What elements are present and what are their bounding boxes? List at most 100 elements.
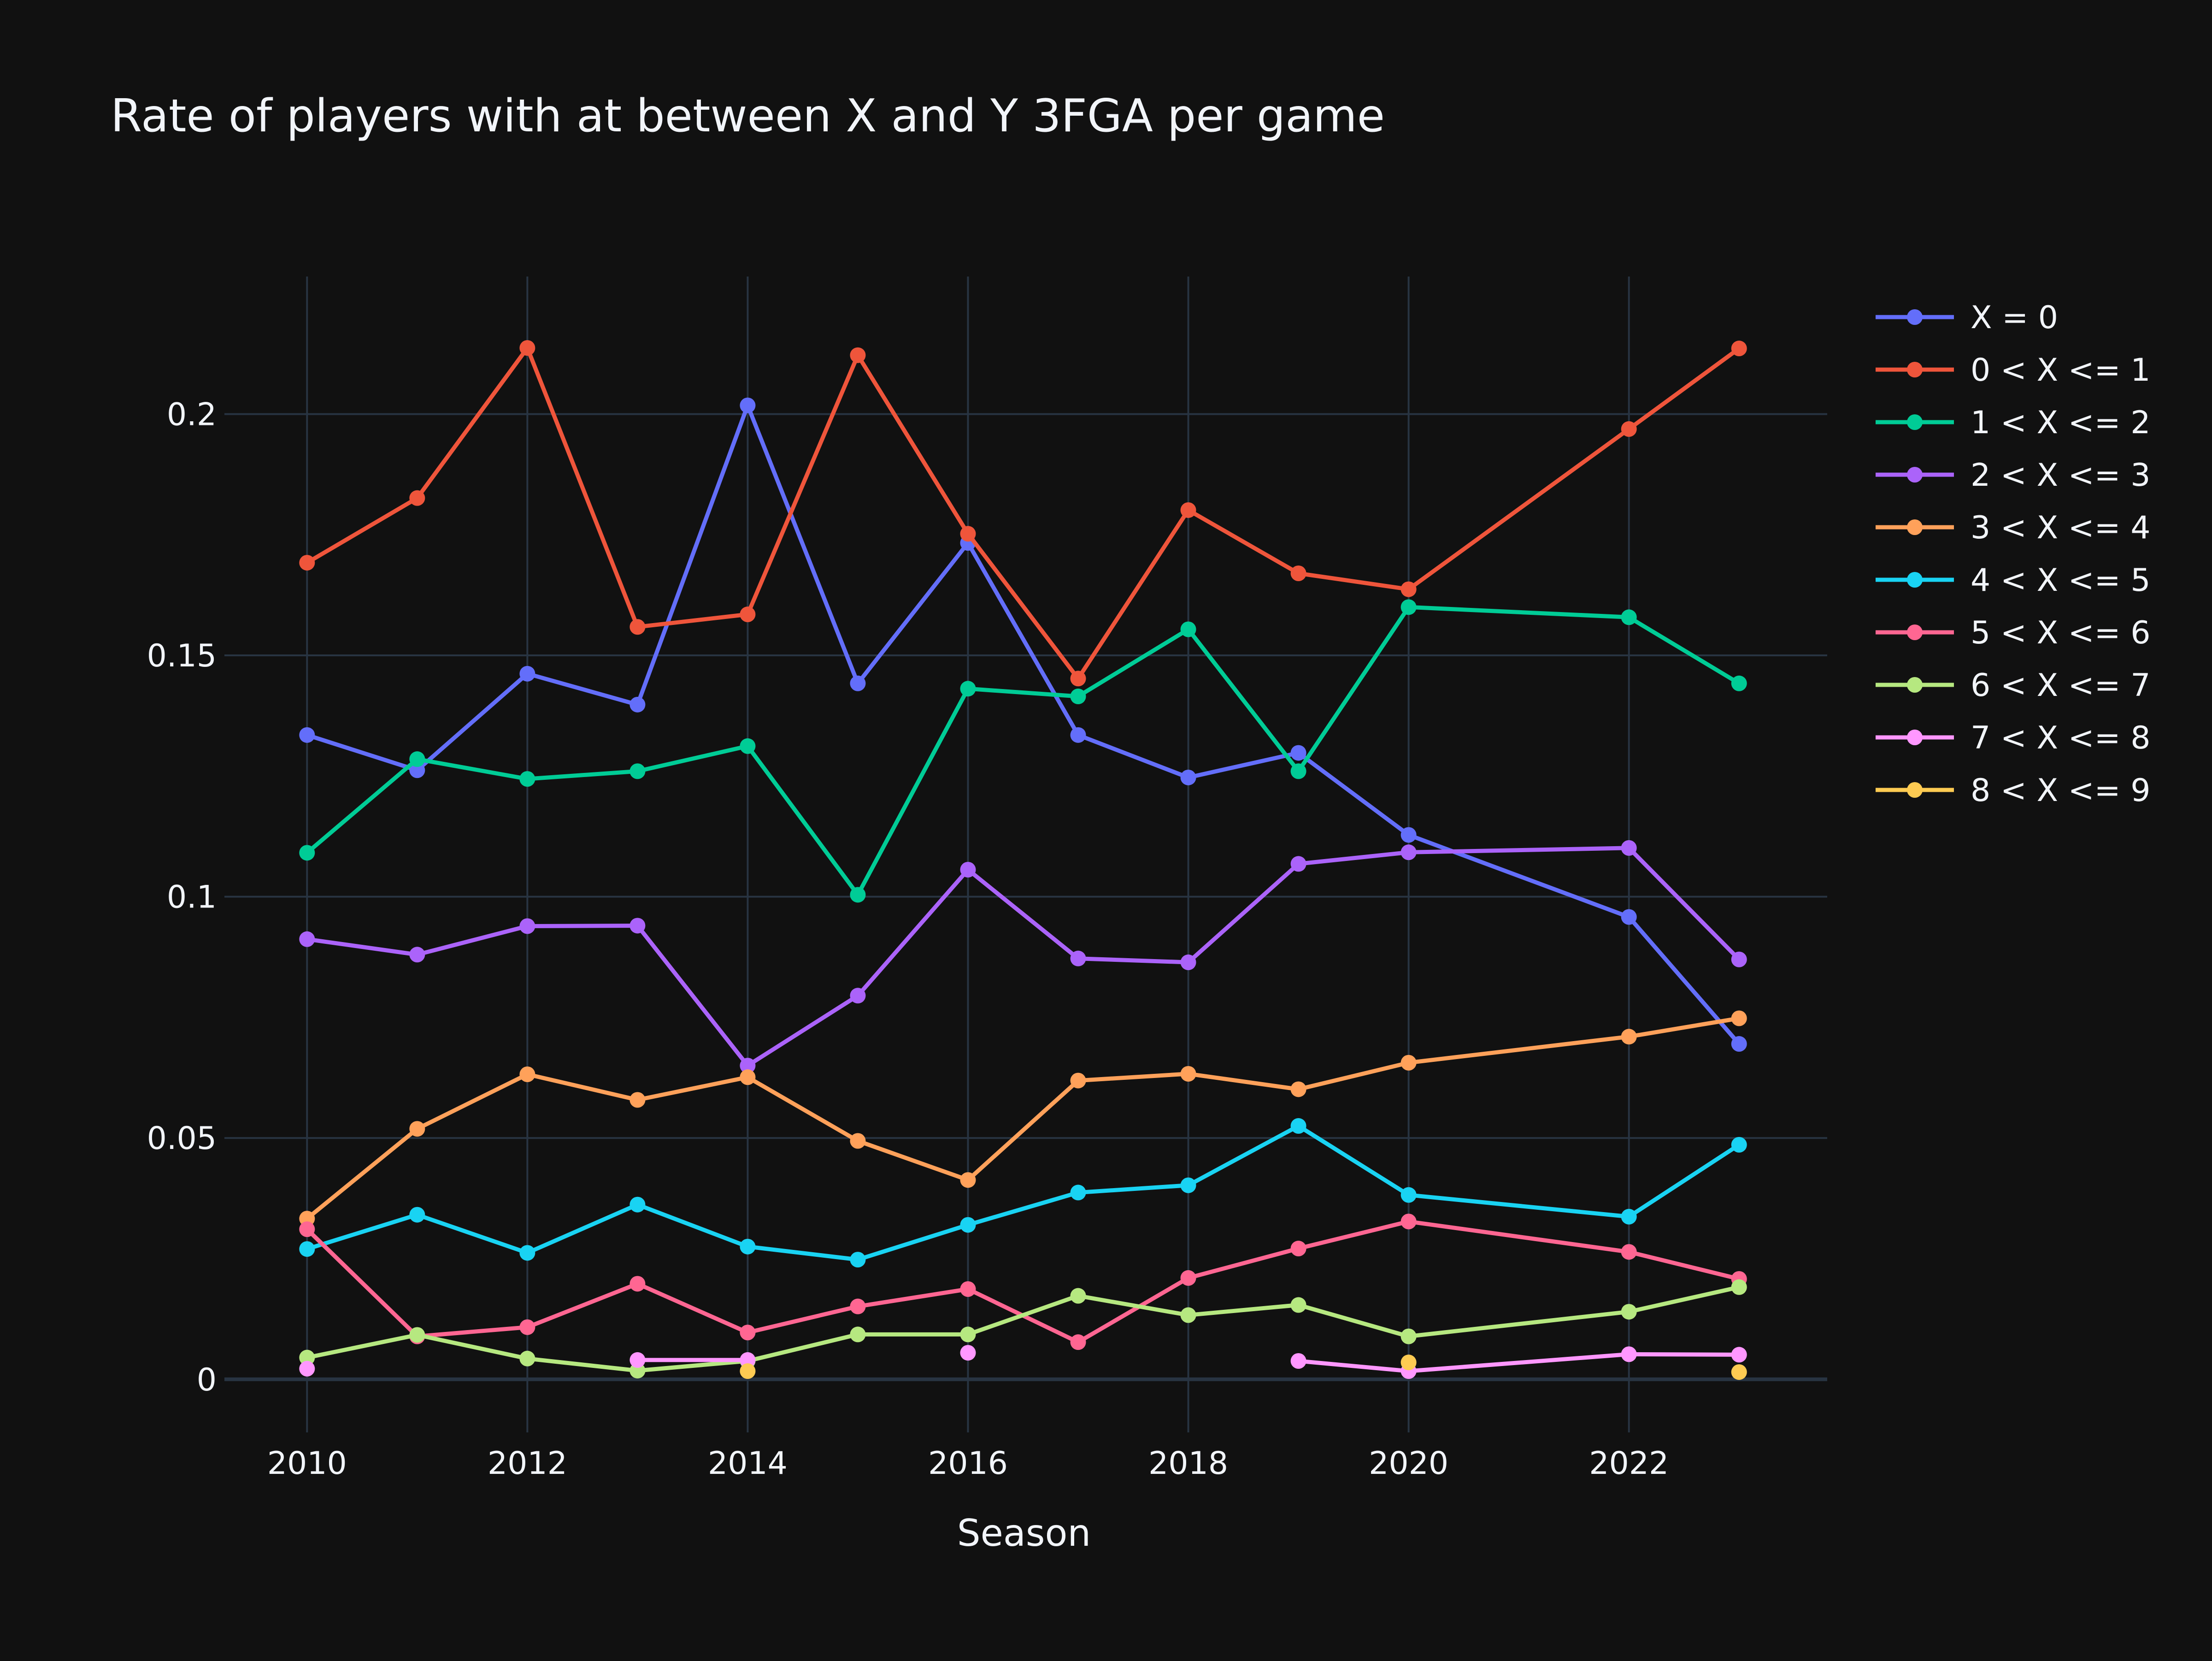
data-point <box>1290 1118 1306 1134</box>
data-point <box>1070 1184 1086 1201</box>
data-point <box>519 340 535 356</box>
data-point <box>740 738 756 754</box>
legend-label: 5 < X <= 6 <box>1971 615 2151 651</box>
legend-swatch-marker <box>1907 467 1923 483</box>
series-4 <box>299 840 1747 1074</box>
legend-item: X = 0 <box>1876 300 2058 336</box>
x-tick-label: 2016 <box>928 1445 1008 1482</box>
data-point <box>1180 769 1196 785</box>
data-point <box>1621 1208 1637 1225</box>
data-point <box>629 1196 646 1213</box>
data-point <box>1290 565 1306 582</box>
data-point <box>299 1241 315 1257</box>
data-point <box>519 666 535 682</box>
data-point <box>299 554 315 571</box>
legend-label: 1 < X <= 2 <box>1971 405 2151 441</box>
data-point <box>850 1298 866 1314</box>
data-point <box>1070 671 1086 687</box>
legend-label: 4 < X <= 5 <box>1971 562 2151 599</box>
data-point <box>1731 1036 1747 1052</box>
data-point <box>629 918 646 934</box>
data-point <box>1290 1297 1306 1313</box>
legend-swatch-marker <box>1907 624 1923 640</box>
data-point <box>740 397 756 413</box>
data-point <box>1621 609 1637 625</box>
data-point <box>960 1172 976 1188</box>
series-line <box>1298 1352 1739 1373</box>
data-point <box>1621 1304 1637 1320</box>
data-point <box>1621 1346 1637 1362</box>
legend-item: 8 < X <= 9 <box>1876 772 2151 809</box>
data-point <box>740 1238 756 1255</box>
series-1 <box>299 397 1747 1052</box>
data-point <box>1070 950 1086 966</box>
data-point <box>1400 1213 1417 1230</box>
series-5 <box>299 1010 1747 1227</box>
data-point <box>960 1326 976 1343</box>
legend-swatch-marker <box>1907 414 1923 430</box>
y-tick-label: 0.2 <box>167 396 217 433</box>
data-point <box>519 1245 535 1261</box>
data-point <box>1290 856 1306 872</box>
x-tick-label: 2010 <box>267 1445 347 1482</box>
legend-item: 2 < X <= 3 <box>1876 457 2151 494</box>
data-point <box>409 1207 425 1223</box>
data-point <box>1621 421 1637 437</box>
data-point <box>1070 727 1086 743</box>
legend-swatch-marker <box>1907 362 1923 377</box>
series-9 <box>299 1345 1747 1379</box>
x-tick-label: 2022 <box>1589 1445 1669 1482</box>
data-point <box>1290 745 1306 761</box>
data-point <box>1400 1328 1417 1344</box>
legend-item: 1 < X <= 2 <box>1876 405 2151 441</box>
data-point <box>1070 1072 1086 1089</box>
data-point <box>1400 1355 1417 1371</box>
x-tick-label: 2014 <box>708 1445 788 1482</box>
data-point <box>1180 1270 1196 1286</box>
legend-item: 4 < X <= 5 <box>1876 562 2151 599</box>
data-point <box>299 1349 315 1366</box>
legend-label: 6 < X <= 7 <box>1971 667 2151 704</box>
data-point <box>850 1252 866 1268</box>
data-point <box>1400 844 1417 860</box>
data-point <box>960 861 976 878</box>
y-tick-label: 0 <box>197 1362 217 1398</box>
x-tick-label: 2018 <box>1148 1445 1228 1482</box>
data-point <box>1180 621 1196 637</box>
data-point <box>629 619 646 635</box>
data-point <box>1070 1288 1086 1304</box>
data-point <box>850 988 866 1004</box>
data-point <box>629 1276 646 1292</box>
data-point <box>1290 1241 1306 1257</box>
data-point <box>409 1121 425 1137</box>
data-point <box>299 727 315 743</box>
grid <box>224 277 1827 1432</box>
legend-swatch-marker <box>1907 782 1923 798</box>
data-point <box>299 931 315 947</box>
data-point <box>1731 1279 1747 1295</box>
data-point <box>850 1133 866 1149</box>
series-6 <box>299 1118 1747 1268</box>
data-point <box>1070 689 1086 705</box>
legend-item: 6 < X <= 7 <box>1876 667 2151 704</box>
data-point <box>1621 1029 1637 1045</box>
legend-item: 3 < X <= 4 <box>1876 510 2151 546</box>
data-point <box>1400 599 1417 615</box>
data-point <box>1731 341 1747 357</box>
data-point <box>1731 675 1747 691</box>
x-axis-ticks: 2010 2012 2014 2016 2018 2020 2022 <box>267 1445 1669 1482</box>
legend-swatch-marker <box>1907 677 1923 693</box>
data-point <box>1180 502 1196 518</box>
legend-swatch-marker <box>1907 519 1923 535</box>
series-10 <box>740 1355 1747 1380</box>
data-point <box>1070 1334 1086 1350</box>
series <box>299 340 1747 1380</box>
data-point <box>960 526 976 542</box>
data-point <box>1180 1177 1196 1193</box>
data-point <box>740 607 756 623</box>
legend-item: 7 < X <= 8 <box>1876 720 2151 756</box>
data-point <box>629 763 646 779</box>
data-point <box>629 1092 646 1108</box>
